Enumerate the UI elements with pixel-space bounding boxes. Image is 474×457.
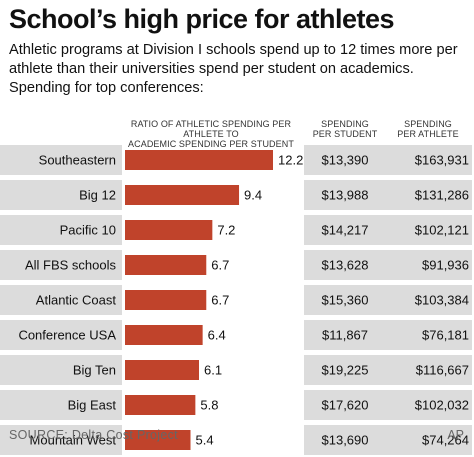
student-header-line1: SPENDING	[321, 119, 369, 129]
spending-per-student: $15,360	[322, 293, 369, 308]
spending-per-athlete: $76,181	[422, 328, 469, 343]
spending-per-student: $17,620	[322, 398, 369, 413]
athlete-header-line2: PER ATHLETE	[397, 129, 459, 139]
bar	[125, 360, 199, 380]
row-band-values	[304, 425, 472, 455]
category-label: Conference USA	[18, 328, 116, 343]
spending-per-student: $11,867	[322, 328, 368, 343]
spending-per-athlete: $102,121	[415, 223, 469, 238]
row-band-values	[304, 390, 472, 420]
ratio-header-line2: ACADEMIC SPENDING PER STUDENT	[128, 139, 294, 149]
spending-per-athlete: $103,384	[415, 293, 469, 308]
athlete-column-header: SPENDING PER ATHLETE	[388, 119, 468, 139]
spending-per-athlete: $91,936	[422, 258, 469, 273]
row-band-label	[0, 215, 122, 245]
bar-value-label: 6.7	[211, 293, 229, 308]
bar-value-label: 9.4	[244, 188, 262, 203]
category-label: Mountain West	[30, 433, 117, 448]
bar-value-label: 12.2	[278, 153, 303, 168]
spending-per-athlete: $116,667	[416, 363, 469, 378]
bar	[125, 325, 203, 345]
category-label: All FBS schools	[25, 258, 117, 273]
spending-per-student: $13,628	[322, 258, 369, 273]
bar	[125, 255, 207, 275]
spending-per-student: $13,690	[322, 433, 369, 448]
spending-per-student: $19,225	[322, 363, 369, 378]
bar-value-label: 5.8	[200, 398, 218, 413]
bar-value-label: 5.4	[196, 433, 214, 448]
bar	[125, 430, 191, 450]
row-band-values	[304, 180, 472, 210]
student-column-header: SPENDING PER STUDENT	[306, 119, 384, 139]
row-band-values	[304, 250, 472, 280]
row-band-label	[0, 250, 122, 280]
category-label: Southeastern	[39, 153, 116, 168]
source-note: SOURCE: Delta Cost Project	[9, 428, 178, 442]
row-band-values	[304, 355, 472, 385]
student-header-line2: PER STUDENT	[312, 129, 378, 139]
bar	[125, 395, 196, 415]
ratio-header-line1: RATIO OF ATHLETIC SPENDING PER ATHLETE T…	[130, 119, 292, 139]
category-label: Atlantic Coast	[36, 293, 117, 308]
row-band-values	[304, 285, 472, 315]
spending-per-athlete: $131,286	[415, 188, 469, 203]
row-band-label	[0, 320, 122, 350]
athlete-header-line1: SPENDING	[404, 119, 452, 129]
category-label: Pacific 10	[60, 223, 116, 238]
ratio-column-header: RATIO OF ATHLETIC SPENDING PER ATHLETE T…	[120, 119, 302, 149]
spending-per-athlete: $102,032	[415, 398, 469, 413]
spending-per-student: $14,217	[322, 223, 369, 238]
bar	[125, 220, 213, 240]
credit-ap: AP	[447, 428, 464, 442]
bar-value-label: 6.4	[208, 328, 226, 343]
spending-per-student: $13,988	[322, 188, 369, 203]
chart-subtitle: Athletic programs at Division I schools …	[9, 42, 458, 96]
row-band-label	[0, 285, 122, 315]
bar-value-label: 7.2	[217, 223, 235, 238]
spending-per-athlete: $74,264	[422, 433, 469, 448]
spending-per-student: $13,390	[322, 153, 369, 168]
row-band-values	[304, 320, 472, 350]
row-band-label	[0, 355, 122, 385]
spending-per-athlete: $163,931	[415, 153, 469, 168]
bar	[125, 150, 273, 170]
bar-value-label: 6.7	[211, 258, 229, 273]
chart-title: School’s high price for athletes	[9, 4, 395, 34]
row-band-label	[0, 425, 122, 455]
row-band-values	[304, 215, 472, 245]
category-label: Big 12	[79, 188, 116, 203]
row-band-label	[0, 390, 122, 420]
bar-value-label: 6.1	[204, 363, 222, 378]
category-label: Big East	[68, 398, 117, 413]
row-band-values	[304, 145, 472, 175]
row-band-label	[0, 180, 122, 210]
category-label: Big Ten	[73, 363, 116, 378]
bar	[125, 185, 240, 205]
row-band-label	[0, 145, 122, 175]
bar	[125, 290, 207, 310]
